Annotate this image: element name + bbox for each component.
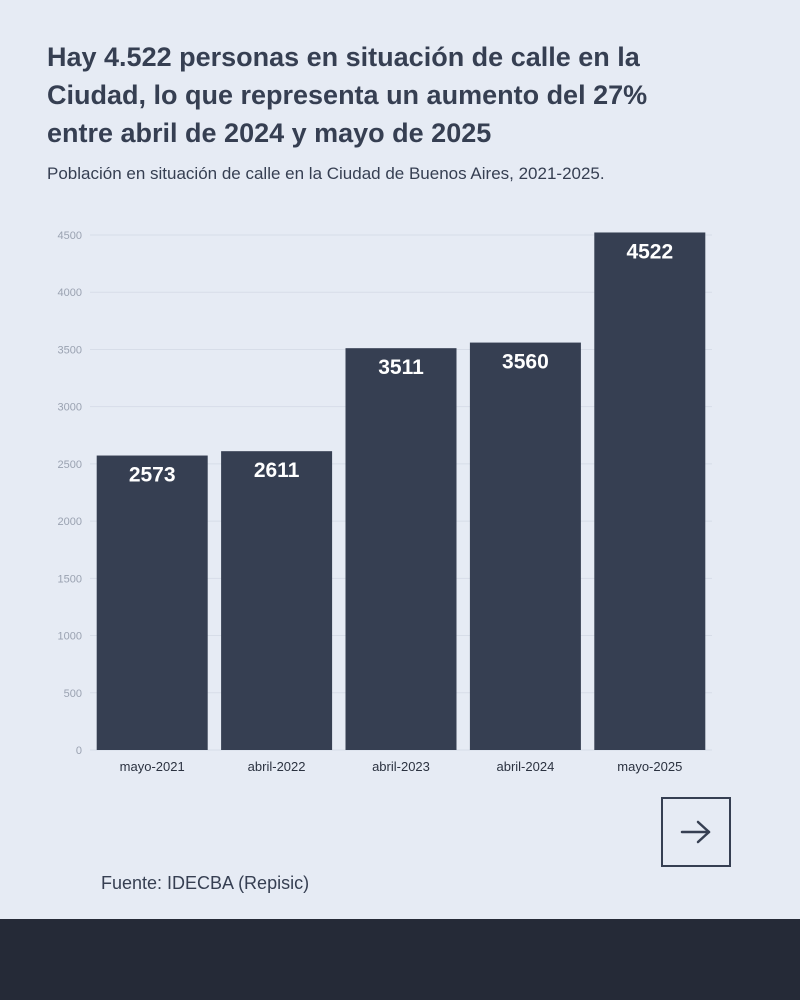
bar bbox=[96, 455, 208, 750]
x-tick-label: abril-2024 bbox=[496, 759, 554, 774]
y-tick-label: 1000 bbox=[58, 631, 82, 643]
source-note: Fuente: IDECBA (Repisic) bbox=[101, 873, 310, 893]
chart-title: Hay 4.522 personas en situación de calle… bbox=[47, 42, 648, 148]
y-tick-label: 2500 bbox=[58, 459, 82, 471]
y-tick-label: 3000 bbox=[58, 402, 82, 414]
bar-data-label: 3560 bbox=[502, 351, 549, 374]
y-tick-label: 1500 bbox=[58, 573, 82, 585]
bar-chart: 0 500 1000 1500 2000 2500 3000 3500 4000 4500 2573… bbox=[58, 230, 712, 774]
y-tick-label: 2000 bbox=[58, 516, 82, 528]
bar bbox=[594, 232, 706, 750]
arrow-right-icon bbox=[680, 820, 711, 844]
footer-band bbox=[0, 919, 800, 1000]
bar bbox=[469, 342, 581, 750]
next-button[interactable] bbox=[661, 797, 731, 867]
bar-data-label: 4522 bbox=[626, 240, 673, 263]
bar-data-label: 2611 bbox=[254, 459, 300, 482]
x-tick-label: abril-2023 bbox=[372, 759, 430, 774]
y-tick-label: 4000 bbox=[58, 287, 82, 299]
y-tick-label: 500 bbox=[64, 688, 82, 700]
bar bbox=[345, 348, 457, 750]
x-tick-label: mayo-2021 bbox=[120, 759, 185, 774]
x-tick-label: mayo-2025 bbox=[617, 759, 682, 774]
y-tick-label: 0 bbox=[76, 745, 82, 757]
bar-data-label: 2573 bbox=[129, 464, 176, 487]
x-tick-label: abril-2022 bbox=[248, 759, 306, 774]
chart-subtitle: Población en situación de calle en la Ci… bbox=[47, 164, 605, 183]
y-tick-label: 3500 bbox=[58, 344, 82, 356]
y-tick-label: 4500 bbox=[58, 230, 82, 242]
bar bbox=[221, 451, 333, 750]
bar-data-label: 3511 bbox=[378, 356, 424, 379]
